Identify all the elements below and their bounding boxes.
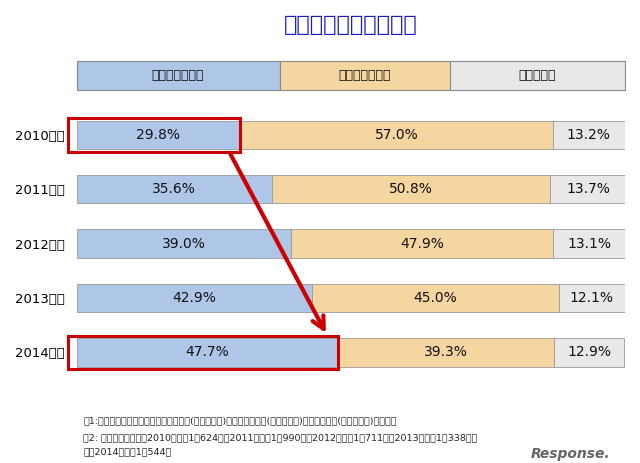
- Bar: [77, 284, 312, 312]
- Bar: [449, 61, 625, 90]
- Bar: [312, 284, 559, 312]
- Title: 非正社員採用について: 非正社員採用について: [284, 15, 418, 35]
- Bar: [77, 61, 280, 90]
- Bar: [280, 61, 449, 90]
- Bar: [338, 338, 554, 367]
- Text: 13.1%: 13.1%: [567, 237, 611, 250]
- Text: 13.7%: 13.7%: [566, 182, 610, 196]
- Bar: [552, 121, 625, 149]
- Text: 47.9%: 47.9%: [400, 237, 444, 250]
- Bar: [291, 230, 553, 258]
- Text: 注1:「採用予定がある」は、「増加する(見込み含む)」「変わらない(見込み含む)」「減少する(見込み含む)」の合計: 注1:「採用予定がある」は、「増加する(見込み含む)」「変わらない(見込み含む)…: [83, 417, 397, 425]
- Text: 45.0%: 45.0%: [413, 291, 457, 305]
- Text: 分からない: 分からない: [518, 69, 556, 82]
- Bar: [272, 175, 550, 203]
- Text: 47.7%: 47.7%: [186, 345, 229, 359]
- Bar: [554, 338, 625, 367]
- Text: 13.2%: 13.2%: [567, 128, 611, 142]
- Text: Response.: Response.: [531, 447, 611, 461]
- Bar: [77, 121, 240, 149]
- Text: 注2: 有効回答社数は、2010年度が1万624社、2011年度が1万990社、2012年度が1万711社、2013年度が1万338社、: 注2: 有効回答社数は、2010年度が1万624社、2011年度が1万990社、…: [83, 433, 477, 442]
- Bar: [550, 175, 625, 203]
- Text: 39.3%: 39.3%: [424, 345, 468, 359]
- Bar: [68, 336, 338, 369]
- Text: 12.9%: 12.9%: [567, 345, 611, 359]
- Text: 50.8%: 50.8%: [389, 182, 433, 196]
- Text: 35.6%: 35.6%: [152, 182, 196, 196]
- Bar: [68, 118, 240, 152]
- Text: 2014年度が1万544社: 2014年度が1万544社: [83, 448, 172, 457]
- Text: 29.8%: 29.8%: [136, 128, 180, 142]
- Bar: [77, 230, 291, 258]
- Text: 採用予定がある: 採用予定がある: [152, 69, 204, 82]
- Bar: [77, 338, 338, 367]
- Text: 採用予定はない: 採用予定はない: [339, 69, 391, 82]
- Bar: [559, 284, 625, 312]
- Bar: [240, 121, 552, 149]
- Bar: [553, 230, 625, 258]
- Text: 57.0%: 57.0%: [374, 128, 418, 142]
- Text: 42.9%: 42.9%: [172, 291, 216, 305]
- Text: 12.1%: 12.1%: [570, 291, 614, 305]
- Bar: [77, 175, 272, 203]
- Text: 39.0%: 39.0%: [162, 237, 205, 250]
